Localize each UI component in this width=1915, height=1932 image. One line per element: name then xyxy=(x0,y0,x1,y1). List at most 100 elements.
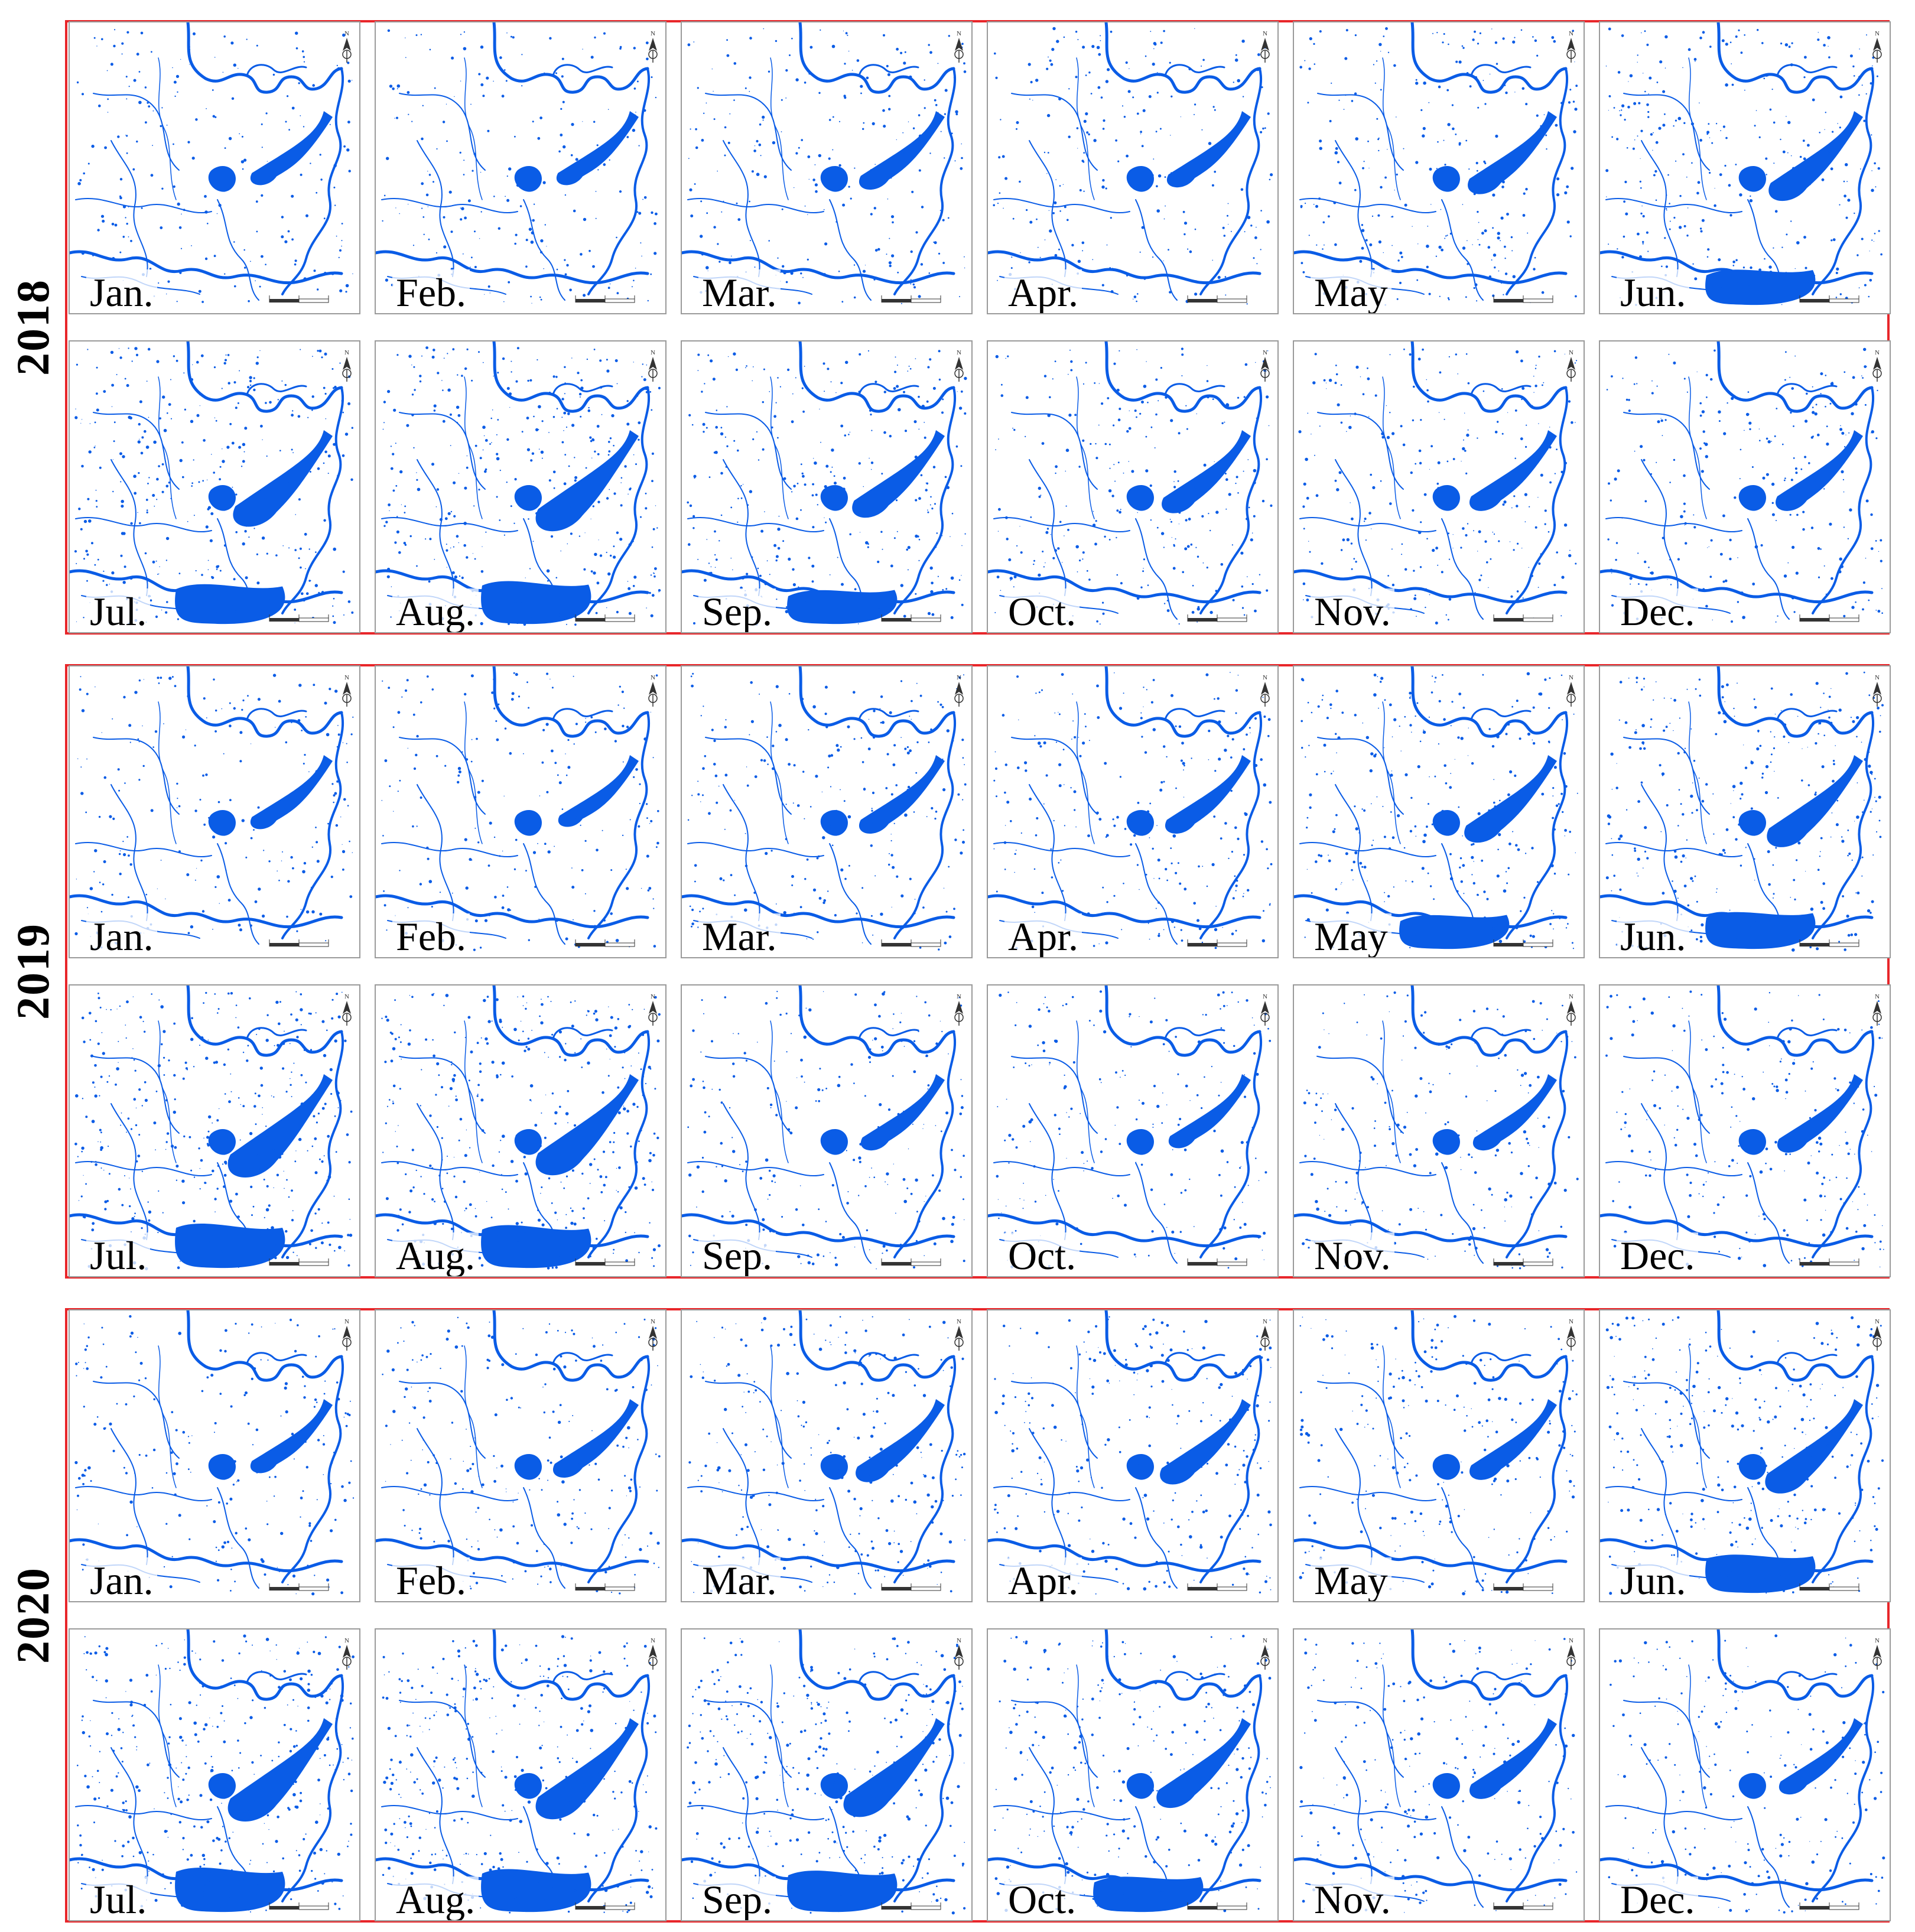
month-label: Jul. xyxy=(86,1876,150,1921)
scale-bar-icon xyxy=(573,293,638,306)
month-label: Jan. xyxy=(86,913,157,958)
north-arrow-icon: N xyxy=(339,1316,355,1352)
map-panel: N May xyxy=(1293,21,1585,314)
north-arrow-icon: N xyxy=(1257,28,1273,64)
north-arrow-icon: N xyxy=(1257,1316,1273,1352)
north-arrow-icon: N xyxy=(951,672,967,708)
scale-bar-icon xyxy=(573,1900,638,1913)
scale-bar-icon xyxy=(879,1900,944,1913)
scale-bar-icon xyxy=(1491,1256,1556,1269)
scale-bar-icon xyxy=(1797,1256,1862,1269)
scale-bar-icon xyxy=(267,937,332,950)
north-arrow-icon: N xyxy=(645,1316,661,1352)
scale-bar-icon xyxy=(1491,937,1556,950)
north-arrow-icon: N xyxy=(951,1316,967,1352)
month-label: Sep. xyxy=(698,588,776,633)
year-label-text: 2018 xyxy=(6,279,60,376)
month-label: Nov. xyxy=(1311,588,1394,633)
scale-bar-icon xyxy=(1491,612,1556,625)
scale-bar-icon xyxy=(1185,1581,1250,1594)
month-label: Apr. xyxy=(1004,269,1082,314)
month-label: Aug. xyxy=(392,588,479,633)
scale-bar-icon xyxy=(1797,1900,1862,1913)
map-panel: N Jun. xyxy=(1599,21,1891,314)
month-label: Nov. xyxy=(1311,1232,1394,1277)
scale-bar-icon xyxy=(879,1581,944,1594)
north-arrow-icon: N xyxy=(1870,672,1885,708)
north-arrow-icon: N xyxy=(339,991,355,1027)
map-panel: N Feb. xyxy=(375,21,666,314)
north-arrow-icon: N xyxy=(645,1635,661,1671)
svg-text:N: N xyxy=(1569,674,1573,681)
north-arrow-icon: N xyxy=(1563,347,1579,383)
north-arrow-icon: N xyxy=(1870,1635,1885,1671)
map-panel: N Feb. xyxy=(375,1309,666,1602)
svg-text:N: N xyxy=(344,30,349,37)
north-arrow-icon: N xyxy=(1563,672,1579,708)
month-label: Feb. xyxy=(392,269,470,314)
north-arrow-icon: N xyxy=(339,28,355,64)
year-label-text: 2020 xyxy=(6,1567,60,1664)
svg-text:N: N xyxy=(651,30,655,37)
scale-bar-icon xyxy=(573,937,638,950)
month-label: Jun. xyxy=(1617,1557,1689,1602)
month-label: Mar. xyxy=(698,269,781,314)
month-label: Jan. xyxy=(86,1557,157,1602)
map-panel: N Jan. xyxy=(69,665,360,958)
svg-text:N: N xyxy=(1875,30,1880,37)
month-label: Mar. xyxy=(698,1557,781,1602)
north-arrow-icon: N xyxy=(1870,991,1885,1027)
north-arrow-icon: N xyxy=(951,991,967,1027)
map-panel: N Aug. xyxy=(375,1628,666,1921)
month-label: Oct. xyxy=(1004,1876,1080,1921)
month-label: Jun. xyxy=(1617,269,1689,314)
map-panel: N Jan. xyxy=(69,1309,360,1602)
map-panel: N Mar. xyxy=(681,1309,973,1602)
north-arrow-icon: N xyxy=(951,1635,967,1671)
map-panel: N Jan. xyxy=(69,21,360,314)
month-label: Jan. xyxy=(86,269,157,314)
scale-bar-icon xyxy=(267,293,332,306)
scale-bar-icon xyxy=(1491,1900,1556,1913)
north-arrow-icon: N xyxy=(339,1635,355,1671)
map-panel: N Nov. xyxy=(1293,340,1585,633)
north-arrow-icon: N xyxy=(1257,991,1273,1027)
month-label: Feb. xyxy=(392,1557,470,1602)
month-label: May xyxy=(1311,269,1391,314)
svg-text:N: N xyxy=(1875,349,1880,356)
month-label: Jul. xyxy=(86,1232,150,1277)
month-label: Dec. xyxy=(1617,1876,1698,1921)
map-panel: N Apr. xyxy=(987,21,1279,314)
svg-text:N: N xyxy=(957,674,961,681)
scale-bar-icon xyxy=(1185,612,1250,625)
north-arrow-icon: N xyxy=(1563,28,1579,64)
map-panel: N Jul. xyxy=(69,1628,360,1921)
north-arrow-icon: N xyxy=(1563,1635,1579,1671)
svg-text:N: N xyxy=(1263,349,1267,356)
scale-bar-icon xyxy=(573,1581,638,1594)
svg-text:N: N xyxy=(651,674,655,681)
month-label: Aug. xyxy=(392,1876,479,1921)
scale-bar-icon xyxy=(1797,1581,1862,1594)
north-arrow-icon: N xyxy=(339,672,355,708)
scale-bar-icon xyxy=(879,937,944,950)
north-arrow-icon: N xyxy=(645,991,661,1027)
north-arrow-icon: N xyxy=(339,347,355,383)
scale-bar-icon xyxy=(1185,1256,1250,1269)
svg-text:N: N xyxy=(1569,30,1573,37)
svg-text:N: N xyxy=(1263,674,1267,681)
